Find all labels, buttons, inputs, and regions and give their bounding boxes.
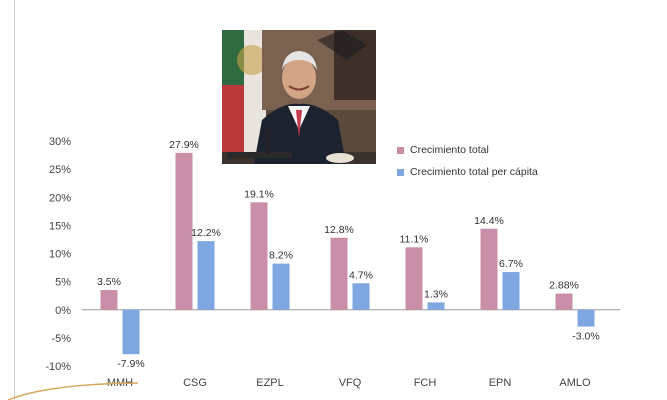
data-label: 6.7%	[499, 258, 523, 270]
x-tick-label: EZPL	[256, 377, 284, 389]
bar	[175, 152, 193, 310]
legend-label-per-capita: Crecimiento total per cápita	[410, 166, 538, 178]
legend-swatch-per-capita	[397, 168, 404, 176]
legend-label-total: Crecimiento total	[410, 144, 489, 156]
left-border	[14, 0, 15, 400]
x-tick-label: FCH	[414, 377, 437, 389]
axis-layer: 30%25%20%15%10%5%0%-5%-10%MMH CSG EZPL VFQ F…	[45, 136, 620, 389]
data-label: 14.4%	[474, 215, 504, 227]
data-label: 19.1%	[244, 188, 274, 200]
bar	[427, 302, 445, 310]
bar	[100, 290, 118, 310]
x-tick-label: CSG	[183, 377, 207, 389]
president-photo	[222, 30, 376, 164]
portrait-photo-icon	[222, 30, 376, 164]
bar	[352, 283, 370, 310]
y-tick-label: 20%	[49, 192, 71, 204]
bar	[405, 247, 423, 310]
data-labels-layer: 3.5% 27.9% 19.1% 12.8% 11.1% 14.4% 2.88% -7.9% 1…	[97, 139, 600, 370]
corner-curve-mark	[8, 382, 138, 400]
x-tick-label: EPN	[489, 377, 512, 389]
chart-legend: Crecimiento total Crecimiento total per …	[397, 142, 647, 186]
data-label: 12.8%	[324, 224, 354, 236]
legend-item-total: Crecimiento total	[397, 142, 647, 158]
bars-layer	[100, 152, 595, 355]
x-tick-label: VFQ	[339, 377, 362, 389]
data-label: 11.1%	[400, 233, 429, 245]
y-tick-label: -10%	[45, 361, 71, 373]
y-tick-label: 25%	[49, 164, 71, 176]
bar	[250, 202, 268, 310]
y-tick-label: -5%	[51, 333, 71, 345]
bar	[555, 293, 573, 310]
bar	[577, 309, 595, 327]
data-label: 2.88%	[549, 280, 579, 292]
data-label: -7.9%	[117, 358, 144, 370]
y-tick-label: 10%	[49, 249, 71, 261]
legend-swatch-total	[397, 146, 404, 154]
y-tick-label: 30%	[49, 136, 71, 148]
data-label: 3.5%	[97, 276, 121, 288]
bar	[502, 272, 520, 310]
y-tick-label: 0%	[55, 305, 71, 317]
data-label: -3.0%	[572, 331, 599, 343]
x-tick-label: AMLO	[559, 377, 591, 389]
bar	[330, 237, 348, 310]
bar	[122, 309, 140, 355]
bar	[197, 241, 215, 310]
bar	[480, 228, 498, 310]
y-tick-label: 5%	[55, 277, 71, 289]
data-label: 1.3%	[424, 288, 448, 300]
data-label: 12.2%	[191, 227, 221, 239]
data-label: 27.9%	[169, 139, 199, 151]
data-label: 4.7%	[349, 269, 373, 281]
bar	[272, 263, 290, 310]
legend-item-per-capita: Crecimiento total per cápita	[397, 164, 647, 180]
data-label: 8.2%	[269, 250, 293, 262]
y-tick-label: 15%	[49, 220, 71, 232]
